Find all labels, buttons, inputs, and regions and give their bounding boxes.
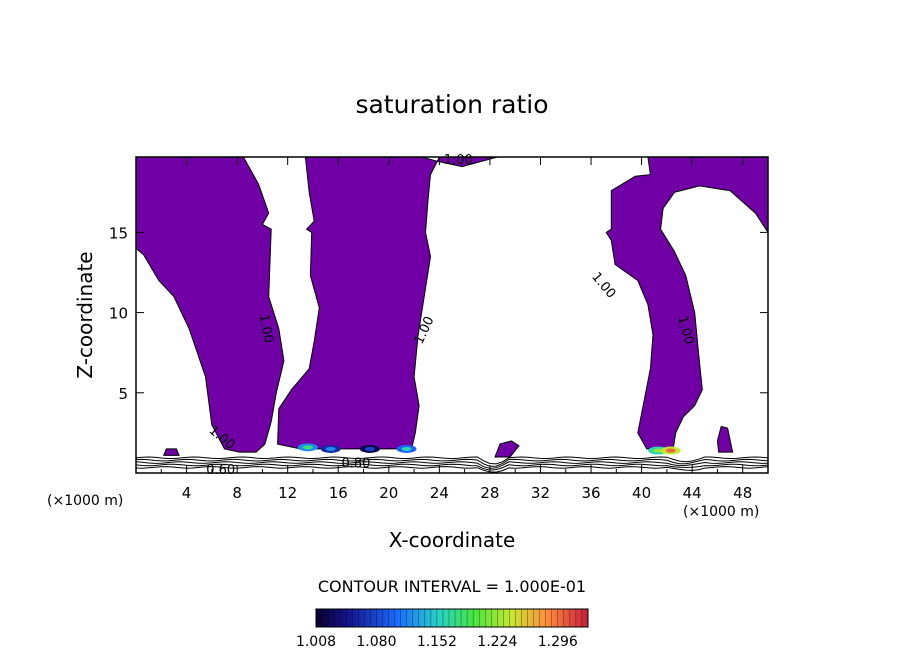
y-axis-label: Z-coordinate (73, 251, 97, 378)
region-0 (136, 157, 285, 453)
supersaturated-regions (136, 157, 768, 458)
contour-label-3: 1.00 (588, 270, 618, 302)
contour-label-4: 1.00 (674, 314, 696, 346)
colorbar-label-0: 1.008 (296, 634, 336, 650)
colorbar (315, 608, 589, 628)
spot-inner-2 (364, 446, 375, 451)
high-value-spots (297, 443, 681, 455)
region-3 (494, 440, 520, 458)
surface-contours (136, 456, 768, 473)
contour-label-1: 1.00 (256, 313, 276, 344)
colorbar-label-3: 1.224 (477, 634, 517, 650)
spot-inner-5 (665, 448, 676, 453)
region-1 (277, 157, 498, 450)
region-2 (605, 157, 768, 450)
contour-label-0: 1.00 (444, 153, 473, 168)
x-tick-label-5: 24 (430, 484, 449, 502)
surface-contour-1 (136, 458, 768, 467)
colorbar-label-2: 1.152 (417, 634, 457, 650)
x-tick-label-0: 4 (182, 484, 192, 502)
y-tick-label-1: 10 (109, 305, 128, 323)
x-tick-label-8: 36 (581, 484, 600, 502)
surface-contour-0 (136, 456, 768, 465)
x-unit-right: (×1000 m) (683, 504, 759, 520)
region-4 (716, 425, 734, 453)
x-axis: 4 8 12 16 20 24 28 32 36 40 44 48 (160, 157, 752, 502)
x-tick-label-7: 32 (531, 484, 550, 502)
x-tick-label-10: 44 (683, 484, 702, 502)
y-axis: 5 10 15 (109, 224, 768, 403)
surface-contour-2 (136, 461, 768, 469)
y-tick-label-0: 5 (118, 385, 128, 403)
x-tick-label-4: 20 (379, 484, 398, 502)
spot-inner-4 (653, 448, 664, 453)
x-tick-label-9: 40 (632, 484, 651, 502)
region-5 (163, 448, 180, 456)
spot-inner-0 (302, 445, 313, 450)
colorbar-label-1: 1.080 (356, 634, 396, 650)
x-tick-label-11: 48 (733, 484, 752, 502)
colorbar-label-4: 1.296 (538, 634, 578, 650)
contour-label-7: 0.80 (341, 456, 370, 471)
surface-contour-4 (136, 466, 768, 473)
surface-contour-3 (136, 463, 768, 471)
contour-interval-text: CONTOUR INTERVAL = 1.000E-01 (318, 577, 586, 596)
colorbar-ticks: 1.008 1.080 1.152 1.224 1.296 (296, 609, 589, 650)
spot-inner-3 (401, 446, 412, 451)
x-tick-label-1: 8 (232, 484, 242, 502)
x-tick-label-6: 28 (480, 484, 499, 502)
x-tick-label-3: 16 (329, 484, 348, 502)
y-tick-label-2: 15 (109, 224, 128, 242)
x-unit-left: (×1000 m) (47, 493, 123, 509)
contour-label-6: 0.60 (206, 463, 235, 478)
x-axis-label: X-coordinate (389, 528, 516, 552)
chart-title: saturation ratio (355, 90, 548, 119)
plot-frame (135, 156, 769, 474)
x-tick-label-2: 12 (278, 484, 297, 502)
spot-inner-1 (325, 446, 336, 451)
